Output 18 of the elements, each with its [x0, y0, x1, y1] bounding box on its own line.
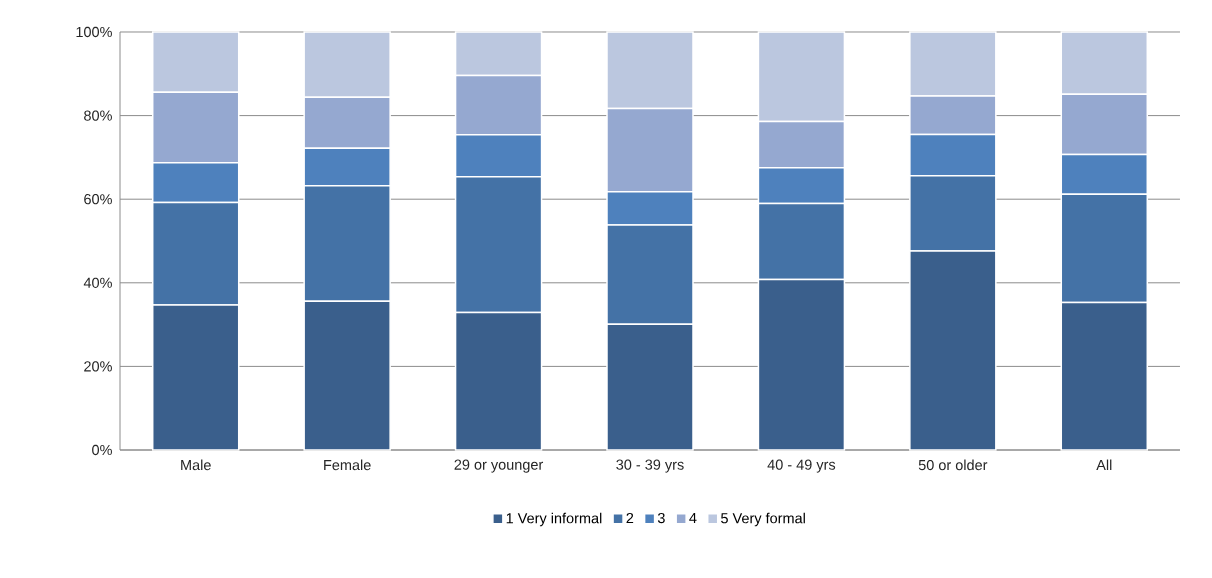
y-tick-label: 40% [83, 277, 112, 288]
y-tick-label: 0% [92, 444, 112, 456]
y-tick-label: 20% [84, 361, 112, 372]
x-tick-label: Female [324, 459, 371, 471]
legend-label: 3 [657, 512, 665, 524]
legend-label: 1 Very informal [506, 512, 602, 527]
legend-label: 2 [626, 512, 634, 524]
x-tick-label: Male [181, 459, 211, 471]
y-tick-label: 80% [84, 110, 112, 121]
x-tick-label: 50 or older [918, 459, 988, 471]
legend-label: 4 [689, 512, 697, 523]
y-tick-label: 60% [84, 194, 112, 205]
x-tick-label: 30 - 39 yrs [616, 459, 684, 473]
y-tick-label: 100% [76, 26, 112, 38]
x-tick-label: 40 - 49 yrs [767, 459, 836, 473]
x-tick-label: All [1096, 459, 1112, 471]
x-tick-label: 29 or younger [454, 459, 544, 473]
legend-label: 5 Very formal [721, 512, 805, 527]
